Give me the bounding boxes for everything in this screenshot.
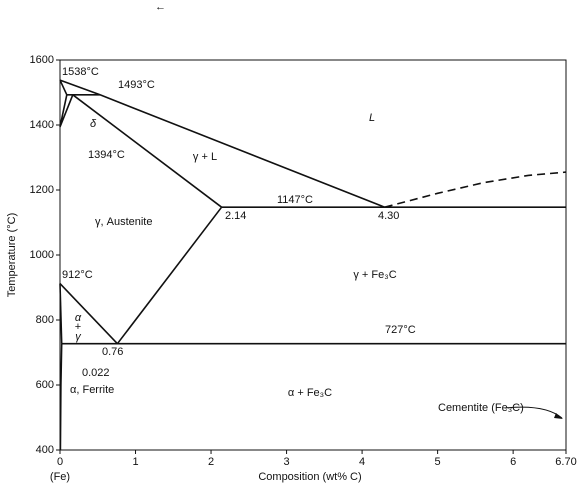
annotation: 0.76 bbox=[102, 346, 123, 358]
x-tick-label: 1 bbox=[132, 456, 138, 468]
annotation: γ, Austenite bbox=[95, 216, 152, 228]
x-tick-label: 4 bbox=[359, 456, 365, 468]
x-tick-label: 3 bbox=[284, 456, 290, 468]
y-axis-title: Temperature (°C) bbox=[6, 213, 18, 297]
arrow-icon: ← bbox=[155, 1, 166, 13]
annotation: 2.14 bbox=[225, 210, 246, 222]
x-tick-label: 6.70 bbox=[555, 456, 576, 468]
annotation: 912°C bbox=[62, 269, 93, 281]
annotation: 4.30 bbox=[378, 210, 399, 222]
phase-boundary bbox=[59, 283, 118, 345]
annotation: γ bbox=[75, 331, 82, 343]
phase-boundary bbox=[59, 79, 385, 208]
x-tick-label: 6 bbox=[510, 456, 516, 468]
annotation: 1493°C bbox=[118, 79, 155, 91]
phase-boundary bbox=[384, 171, 567, 208]
y-tick-label: 1400 bbox=[30, 119, 54, 131]
y-tick-label: 1600 bbox=[30, 54, 54, 66]
y-tick-label: 600 bbox=[36, 379, 54, 391]
annotation: δ bbox=[90, 118, 97, 130]
y-tick-label: 800 bbox=[36, 314, 54, 326]
annotation: α, Ferrite bbox=[70, 384, 114, 396]
x-axis-title: Composition (wt% C) bbox=[258, 471, 361, 483]
y-tick-label: 1200 bbox=[30, 184, 54, 196]
pointer-head bbox=[554, 413, 563, 419]
annotation: 727°C bbox=[385, 324, 416, 336]
y-tick-label: 1000 bbox=[30, 249, 54, 261]
annotation: α + Fe₃C bbox=[288, 387, 332, 399]
x-tick-label: 0 bbox=[57, 456, 63, 468]
annotation: γ + Fe₃C bbox=[353, 269, 396, 281]
phase-boundary bbox=[72, 94, 223, 208]
annotation: L bbox=[369, 112, 375, 124]
phase-boundary bbox=[59, 343, 63, 451]
annotation: Cementite (Fe₃C) bbox=[438, 402, 524, 414]
x-tick-label: 5 bbox=[435, 456, 441, 468]
annotation: + bbox=[75, 321, 81, 333]
annotation: 1538°C bbox=[62, 66, 99, 78]
phase-boundary bbox=[59, 283, 63, 344]
annotation: γ + L bbox=[193, 151, 217, 163]
x-tick-label: 2 bbox=[208, 456, 214, 468]
phase-boundary bbox=[116, 206, 223, 345]
annotation: α bbox=[75, 312, 82, 324]
phase-boundary bbox=[59, 79, 74, 128]
y-tick-label: 400 bbox=[36, 444, 54, 456]
annotation: 0.022 bbox=[82, 367, 110, 379]
annotation: 1394°C bbox=[88, 149, 125, 161]
annotation: 1147°C bbox=[277, 194, 313, 206]
x-end-label: (Fe) bbox=[50, 471, 70, 483]
